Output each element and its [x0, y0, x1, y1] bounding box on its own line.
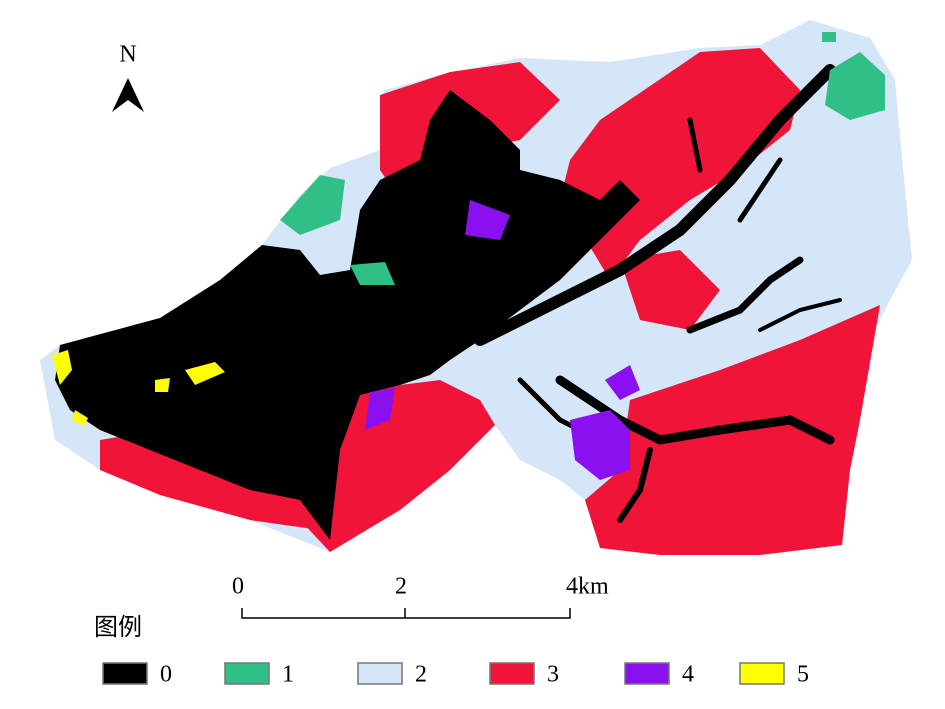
legend-item: 1 — [224, 662, 294, 688]
class-0-area — [55, 90, 640, 540]
legend: 图例 0 1 2 3 4 5 — [94, 613, 809, 688]
legend-swatch — [739, 662, 785, 685]
legend-label: 5 — [797, 662, 809, 688]
legend-label: 3 — [547, 662, 559, 688]
class-3-area — [560, 48, 800, 280]
legend-label: 1 — [282, 662, 294, 688]
class-4-area — [465, 200, 510, 240]
class-1-area — [280, 175, 345, 235]
legend-item: 5 — [739, 662, 809, 688]
legend-label: 0 — [160, 662, 172, 688]
scale-bar-line — [241, 608, 571, 619]
class-1-area — [822, 32, 836, 42]
class-5-area — [155, 378, 170, 392]
legend-swatch — [102, 662, 148, 685]
north-label: N — [119, 42, 136, 68]
class-0-channels — [474, 64, 842, 523]
class-3-area — [100, 430, 320, 530]
legend-title: 图例 — [94, 613, 142, 641]
class-1-area — [350, 262, 395, 285]
legend-item: 0 — [102, 662, 172, 688]
scale-bar: 0 2 4km — [232, 574, 609, 619]
legend-label: 2 — [415, 662, 427, 688]
scale-label: 2 — [395, 574, 407, 600]
legend-swatch — [357, 662, 403, 685]
north-arrow: N — [112, 42, 144, 112]
class-5-area — [52, 350, 72, 385]
north-arrow-icon — [112, 78, 144, 112]
land-cover-map — [40, 20, 912, 555]
channel — [687, 117, 703, 173]
class-5-area — [185, 362, 225, 385]
legend-item: 3 — [489, 662, 559, 688]
legend-swatch — [224, 662, 270, 685]
legend-label: 4 — [682, 662, 694, 688]
channel — [617, 447, 653, 523]
channel — [474, 64, 836, 346]
legend-item: 4 — [624, 662, 694, 688]
legend-item: 2 — [357, 662, 427, 688]
legend-swatch — [489, 662, 535, 685]
scale-label: 4km — [566, 574, 609, 600]
class-5-area — [72, 410, 88, 426]
class-1-area — [825, 52, 885, 120]
class-4-area — [570, 410, 630, 480]
class-4-area — [605, 365, 640, 400]
class-3-area — [300, 380, 495, 552]
channel — [758, 298, 842, 332]
scale-label: 0 — [232, 574, 244, 600]
class-3-area — [620, 250, 720, 330]
channel — [686, 256, 804, 334]
class-4-area — [365, 388, 395, 430]
legend-swatch — [624, 662, 670, 685]
channel — [737, 157, 783, 223]
